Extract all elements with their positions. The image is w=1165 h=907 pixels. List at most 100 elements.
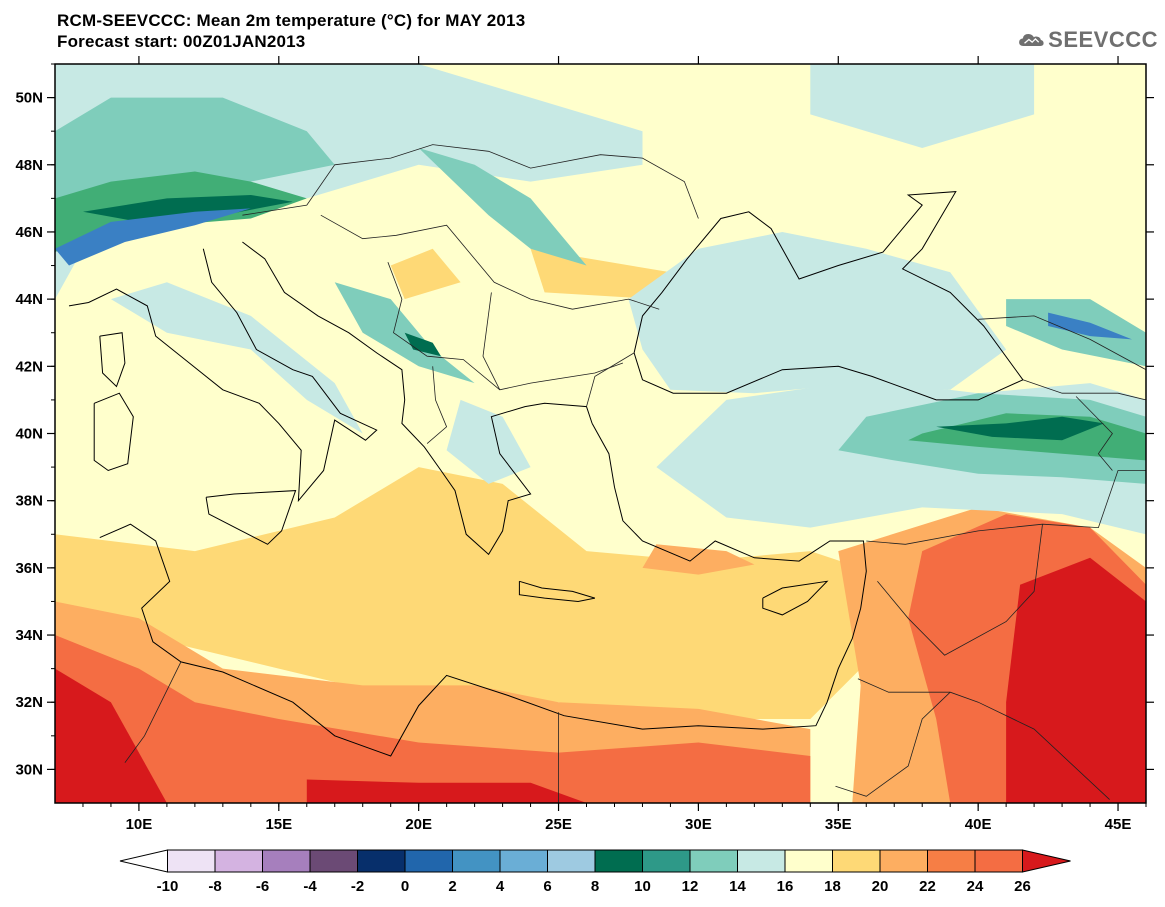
colorbar-label: -4 bbox=[303, 878, 317, 895]
border-b1 bbox=[242, 144, 699, 219]
colorbar-label: 12 bbox=[682, 878, 699, 895]
field-region-16 bbox=[628, 232, 1007, 394]
colorbar-label: 2 bbox=[448, 878, 456, 895]
border-b11 bbox=[124, 661, 182, 763]
colorbar-box bbox=[262, 849, 311, 873]
border-b5 bbox=[586, 352, 635, 407]
colorbar-box bbox=[547, 849, 596, 873]
field-region-10 bbox=[83, 195, 293, 222]
lat-label: 46N bbox=[15, 224, 43, 241]
coastline-crete bbox=[518, 580, 596, 603]
colorbar-box bbox=[357, 849, 406, 873]
border-b3 bbox=[387, 262, 624, 391]
colorbar-box bbox=[784, 849, 833, 873]
field-region-26 bbox=[55, 668, 167, 803]
colorbar-label: -6 bbox=[256, 878, 269, 895]
coastline-black-sea bbox=[633, 191, 1024, 401]
colorbar-under-triangle bbox=[119, 849, 168, 873]
colorbar-label: 20 bbox=[872, 878, 889, 895]
title-line-2: Forecast start: 00Z01JAN2013 bbox=[57, 32, 306, 51]
lat-label: 30N bbox=[15, 761, 43, 778]
lon-label: 45E bbox=[1105, 816, 1132, 833]
lon-label: 40E bbox=[965, 816, 992, 833]
colorbar-box bbox=[974, 849, 1023, 873]
colorbar-label: 18 bbox=[824, 878, 841, 895]
colorbar-label: 0 bbox=[401, 878, 409, 895]
colorbar-label: -2 bbox=[351, 878, 364, 895]
lat-label: 44N bbox=[15, 291, 43, 308]
colorbar-box bbox=[594, 849, 643, 873]
lon-label: 20E bbox=[405, 816, 432, 833]
lat-label: 48N bbox=[15, 157, 43, 174]
lon-label: 35E bbox=[825, 816, 852, 833]
lon-label: 25E bbox=[545, 816, 572, 833]
lat-label: 42N bbox=[15, 358, 43, 375]
lat-label: 38N bbox=[15, 493, 43, 510]
colorbar-box bbox=[689, 849, 738, 873]
coastline-italy bbox=[68, 248, 378, 503]
border-b7 bbox=[877, 524, 1043, 656]
lat-label: 40N bbox=[15, 426, 43, 443]
lon-label: 10E bbox=[126, 816, 153, 833]
title-line-1: RCM-SEEVCCC: Mean 2m temperature (°C) fo… bbox=[57, 11, 526, 30]
border-b12 bbox=[978, 315, 1146, 371]
colorbar-label: 10 bbox=[634, 878, 651, 895]
field-region-10 bbox=[936, 416, 1104, 441]
border-b14 bbox=[1075, 396, 1113, 471]
colorbar-box bbox=[642, 849, 691, 873]
colorbar-box bbox=[737, 849, 786, 873]
field-region-26 bbox=[306, 779, 587, 803]
field-region-8 bbox=[1048, 312, 1132, 340]
field-region-20 bbox=[55, 467, 861, 719]
colorbar-box bbox=[452, 849, 501, 873]
colorbar-over-triangle bbox=[1022, 849, 1071, 873]
colorbar-box bbox=[832, 849, 881, 873]
lat-label: 50N bbox=[15, 90, 43, 107]
coastline-sardinia bbox=[93, 392, 134, 472]
lon-label: 30E bbox=[685, 816, 712, 833]
coastline-corsica bbox=[99, 332, 126, 388]
coastline-balkan-coast bbox=[242, 241, 593, 556]
field-region-14 bbox=[418, 148, 587, 266]
field-region-16 bbox=[810, 64, 1035, 148]
border-b13 bbox=[1022, 379, 1146, 401]
temperature-field bbox=[55, 64, 1146, 803]
colorbar-box bbox=[499, 849, 548, 873]
colorbar-label: 8 bbox=[591, 878, 599, 895]
field-region-10 bbox=[404, 332, 441, 357]
border-b4 bbox=[426, 366, 448, 444]
coastline-sicily bbox=[205, 490, 297, 545]
colorbar-box bbox=[879, 849, 928, 873]
colorbar-label: 26 bbox=[1014, 878, 1031, 895]
border-b15 bbox=[482, 292, 501, 390]
field-region-24 bbox=[55, 635, 811, 803]
colorbar-box bbox=[167, 849, 216, 873]
colorbar-label: 16 bbox=[777, 878, 794, 895]
lat-label: 32N bbox=[15, 694, 43, 711]
colorbar: -10 -8 -6 -4 -2 0 2 4 6 8 10 12 14 16 18 20 22 24 26 bbox=[119, 849, 1071, 895]
map-lines bbox=[68, 144, 1146, 803]
colorbar-label: 22 bbox=[919, 878, 936, 895]
field-region-22 bbox=[642, 544, 755, 575]
colorbar-label: 4 bbox=[496, 878, 505, 895]
border-b2 bbox=[320, 214, 660, 310]
field-region-16 bbox=[446, 399, 531, 484]
seevccc-logo: SEEVCCC bbox=[1018, 24, 1158, 56]
colorbar-label: -8 bbox=[208, 878, 221, 895]
field-region-16 bbox=[110, 282, 363, 434]
lat-label: 36N bbox=[15, 560, 43, 577]
field-region-20 bbox=[530, 248, 671, 300]
colorbar-label: 6 bbox=[543, 878, 551, 895]
lon-label: 15E bbox=[265, 816, 292, 833]
field-region-8 bbox=[55, 208, 251, 266]
field-region-26 bbox=[1006, 557, 1146, 803]
field-region-20 bbox=[390, 248, 461, 300]
colorbar-label: 14 bbox=[729, 878, 746, 895]
coastline-cyprus bbox=[762, 580, 829, 616]
cloud-icon bbox=[1019, 34, 1044, 46]
colorbar-box bbox=[927, 849, 976, 873]
colorbar-box bbox=[309, 849, 358, 873]
coastline-turkey-coast bbox=[99, 423, 867, 757]
colorbar-box bbox=[214, 849, 263, 873]
